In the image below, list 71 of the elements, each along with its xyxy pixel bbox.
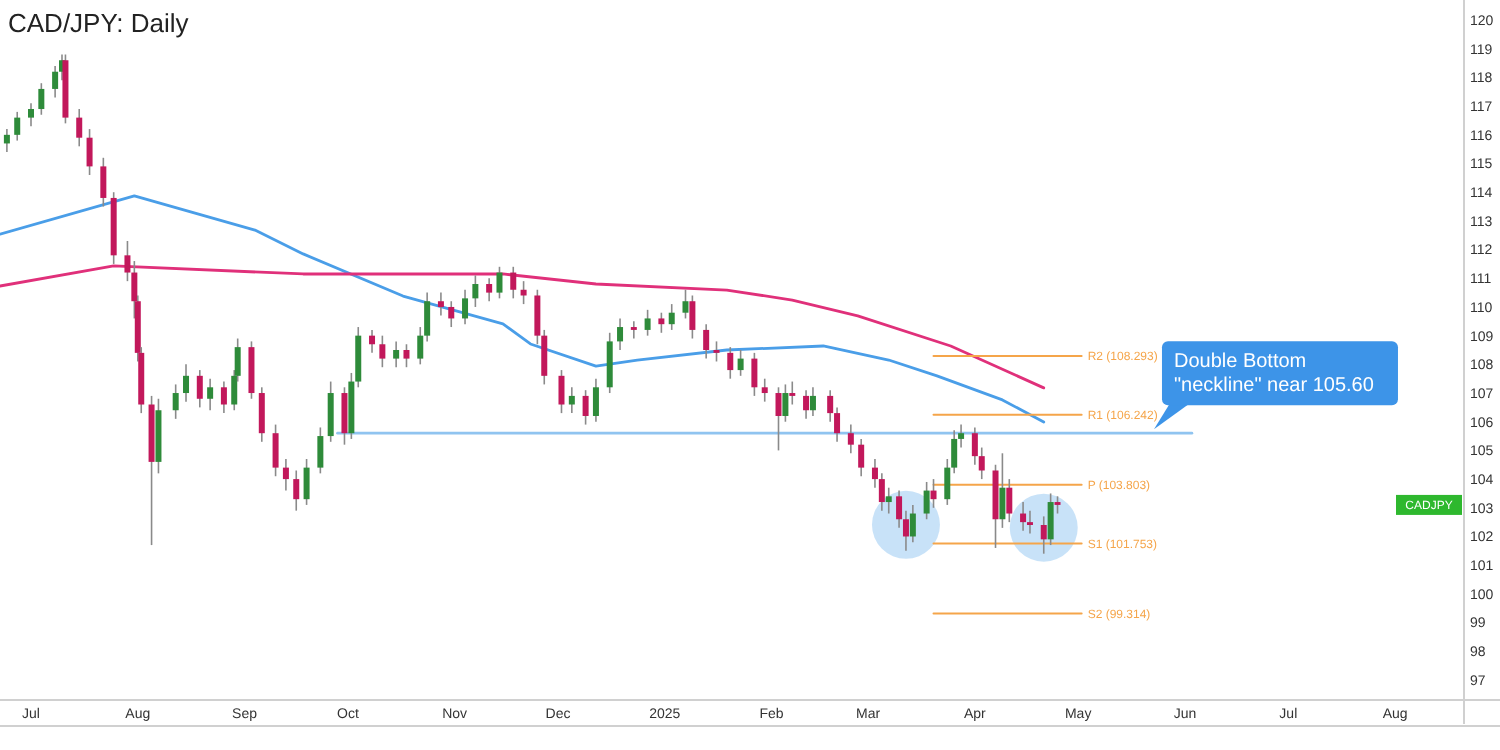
candlestick	[303, 458, 310, 506]
candlestick	[369, 329, 376, 354]
annotation: Double Bottom "neckline" near 105.60	[1173, 351, 1375, 398]
line-series	[0, 194, 1046, 424]
candlestick	[293, 469, 300, 512]
candlestick	[1040, 515, 1047, 555]
candlestick	[220, 380, 227, 414]
candlestick	[923, 481, 930, 521]
candlestick	[847, 423, 854, 455]
candlestick	[582, 389, 589, 426]
candlestick	[486, 277, 493, 303]
candlestick	[38, 82, 45, 116]
candlestick	[858, 438, 865, 478]
candlestick	[258, 386, 265, 443]
candlestick	[341, 386, 348, 446]
candlestick	[727, 346, 734, 380]
candlestick	[86, 128, 93, 176]
candlestick	[592, 377, 599, 423]
candlestick	[751, 352, 758, 397]
candlestick	[1020, 501, 1027, 532]
candlestick	[28, 102, 34, 128]
candlestick	[999, 452, 1006, 529]
candlestick	[196, 369, 203, 409]
candlestick	[809, 386, 816, 417]
candlestick	[282, 458, 289, 492]
candlestick	[327, 380, 334, 443]
candlestick	[403, 343, 410, 369]
candlestick	[183, 363, 190, 403]
candlestick	[789, 380, 796, 406]
candlestick	[248, 340, 255, 400]
candlestick	[658, 311, 665, 334]
candlestick	[558, 369, 565, 414]
candlestick	[568, 386, 575, 414]
candlestick	[689, 294, 696, 340]
candlestick	[737, 349, 744, 377]
candlestick	[644, 309, 651, 337]
candlestick	[885, 486, 892, 515]
candlestick	[713, 340, 720, 363]
candlestick	[930, 478, 937, 509]
candlestick	[775, 386, 782, 452]
candlestick	[472, 274, 479, 308]
candlestick	[172, 383, 179, 420]
candlestick	[803, 389, 810, 420]
candlestick	[379, 334, 386, 369]
candlestick	[14, 111, 21, 142]
candlestick	[76, 108, 83, 148]
candlestick	[437, 291, 444, 317]
candlestick	[909, 504, 916, 544]
candlestick	[1026, 509, 1033, 535]
candlestick	[100, 156, 107, 208]
candlestick	[317, 426, 324, 475]
candlestick	[617, 317, 624, 351]
candlestick	[496, 266, 503, 300]
candlestick	[1047, 492, 1054, 546]
candlestick	[682, 288, 689, 320]
candlestick	[3, 128, 10, 153]
candlestick	[703, 323, 710, 360]
candlestick	[606, 331, 613, 394]
candlestick	[668, 303, 675, 331]
chart-title: CAD/JPY: Daily	[8, 8, 190, 38]
candlestick	[1006, 478, 1013, 523]
candlestick	[393, 340, 400, 369]
candlestick	[782, 383, 789, 423]
candlestick	[761, 377, 768, 403]
candlestick	[448, 300, 455, 328]
line-series	[0, 264, 1046, 390]
candlestick	[272, 423, 279, 478]
candlestick	[462, 288, 469, 325]
candlestick	[510, 266, 517, 300]
candlestick	[207, 377, 214, 412]
candlestick	[630, 320, 637, 340]
